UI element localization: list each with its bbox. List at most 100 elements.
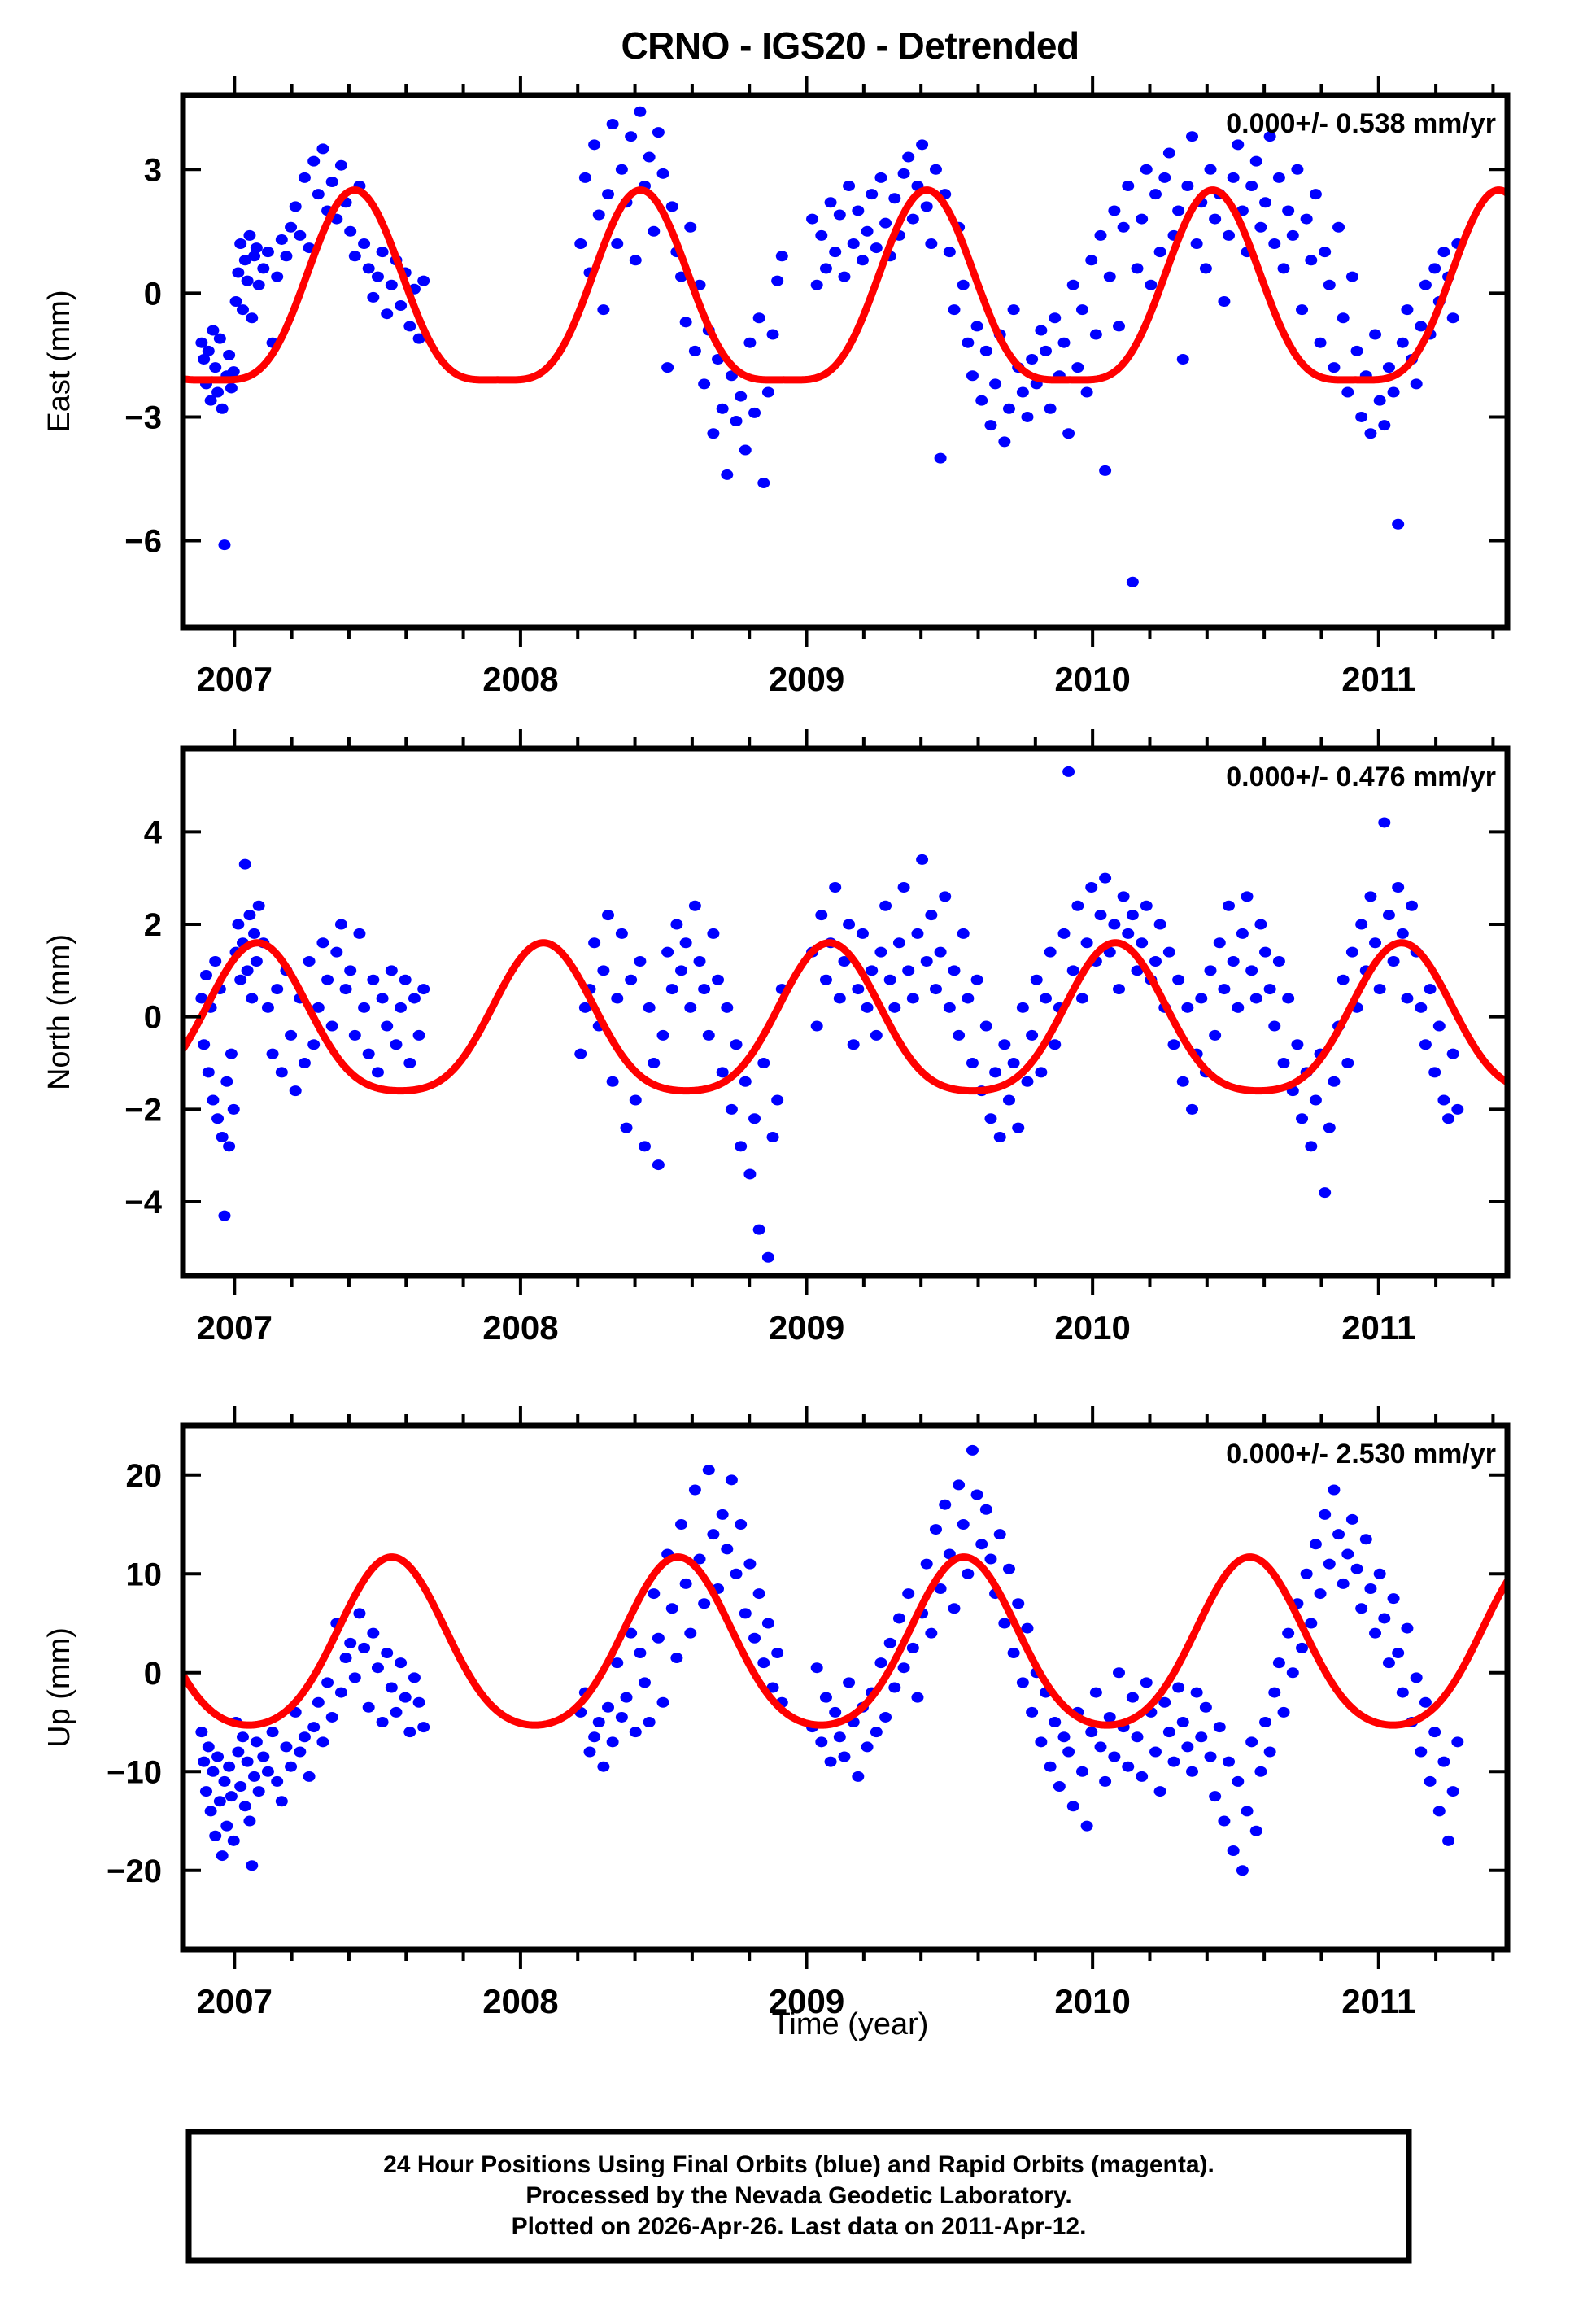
data-point [252, 279, 265, 290]
data-point [761, 1251, 774, 1263]
data-point [1373, 1568, 1386, 1579]
data-point [218, 1775, 231, 1787]
data-point [693, 1553, 706, 1565]
data-point [925, 1627, 938, 1639]
data-point [629, 255, 642, 266]
data-point [1044, 403, 1057, 414]
data-point [810, 1020, 823, 1032]
data-point [970, 1489, 983, 1500]
data-point [1345, 1513, 1358, 1525]
data-point [1396, 1687, 1409, 1698]
data-point [934, 946, 947, 958]
data-point [966, 370, 979, 382]
data-point [257, 1751, 270, 1762]
data-point [819, 974, 832, 985]
data-point [916, 139, 929, 151]
data-point [583, 1746, 596, 1758]
data-point [1337, 974, 1350, 985]
data-point [1328, 1076, 1341, 1087]
data-point [1209, 213, 1222, 225]
data-point [1066, 965, 1079, 976]
y-tick-label: −6 [124, 524, 162, 560]
data-point [721, 1002, 734, 1013]
data-point [1085, 255, 1098, 266]
data-point [1140, 164, 1153, 175]
data-point [248, 251, 261, 262]
data-point [395, 1002, 408, 1013]
data-point [897, 882, 910, 893]
data-point [1080, 937, 1093, 949]
data-point [665, 984, 678, 995]
data-point [1122, 181, 1135, 192]
data-point [1223, 1756, 1236, 1767]
data-point [1428, 1727, 1441, 1738]
data-point [888, 193, 901, 204]
data-point [229, 295, 242, 307]
data-point [620, 1122, 633, 1133]
data-point [367, 1627, 380, 1639]
data-point [1195, 1731, 1208, 1743]
data-point [1227, 1845, 1240, 1856]
data-point [735, 1519, 748, 1531]
data-point [225, 1048, 238, 1059]
data-point [888, 1682, 901, 1693]
data-point [1268, 238, 1281, 250]
x-tick-label: 2009 [769, 1308, 844, 1347]
data-point [362, 1701, 375, 1713]
data-point [730, 1039, 743, 1050]
data-point [597, 1761, 610, 1772]
data-point [408, 993, 421, 1004]
data-point [833, 1731, 846, 1743]
y-tick-label: 2 [144, 907, 162, 943]
data-point [1186, 131, 1199, 142]
y-axis-label-north: North (mm) [42, 934, 76, 1090]
data-point [698, 1598, 711, 1609]
data-point [925, 238, 938, 250]
data-point [198, 1039, 211, 1050]
data-point [202, 345, 215, 356]
data-point [725, 1103, 738, 1115]
data-point [1176, 353, 1189, 365]
data-point [250, 955, 263, 967]
y-tick-label: 3 [144, 152, 162, 188]
data-point [847, 238, 860, 250]
data-point [232, 1746, 245, 1758]
y-tick-label: 0 [144, 1000, 162, 1036]
data-point [906, 993, 919, 1004]
data-point [1277, 1058, 1290, 1069]
page-title: CRNO - IGS20 - Detrended [621, 24, 1079, 67]
data-point [353, 928, 366, 939]
data-point [312, 1696, 325, 1708]
data-point [403, 1727, 416, 1738]
data-point [390, 1706, 403, 1718]
data-point [815, 229, 828, 241]
data-point [656, 1696, 669, 1708]
data-point [334, 1687, 347, 1698]
data-point [1437, 1756, 1450, 1767]
data-point [246, 312, 259, 324]
data-point [1415, 1002, 1428, 1013]
seasonal-fit-curve-north [183, 939, 1507, 1095]
panel-east: 3 0 −3 −6 2007 2008 2009 2010 2011 East (mm) 0.000… [42, 76, 1511, 698]
data-point [1057, 1731, 1071, 1743]
data-point [1094, 229, 1107, 241]
data-point [620, 1692, 633, 1703]
data-point [1309, 1539, 1322, 1550]
data-point [819, 1692, 832, 1703]
data-point [838, 1751, 851, 1762]
data-point [1314, 1588, 1327, 1600]
data-point [979, 1020, 992, 1032]
data-point [819, 263, 832, 274]
data-point [1199, 263, 1212, 274]
data-point [294, 1746, 307, 1758]
data-point [1442, 1113, 1455, 1124]
data-point [606, 1736, 619, 1748]
data-point [1415, 1746, 1428, 1758]
data-point [1323, 279, 1336, 290]
data-point [970, 321, 983, 332]
data-point [702, 1029, 715, 1041]
data-point [606, 1076, 619, 1087]
data-point [1122, 1761, 1135, 1772]
data-point [684, 221, 697, 233]
data-point [241, 1756, 254, 1767]
